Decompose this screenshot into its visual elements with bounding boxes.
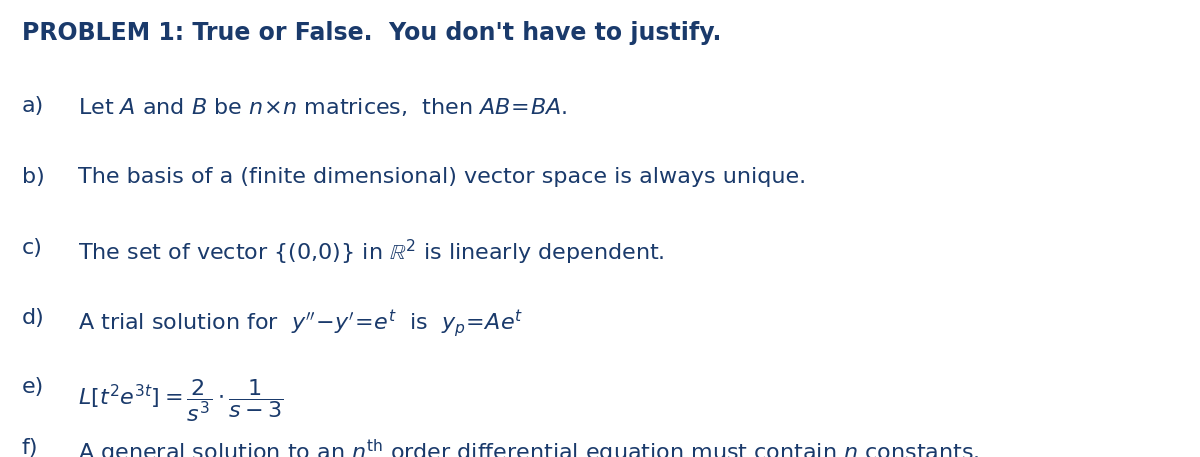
Text: f): f) [22,438,38,457]
Text: b): b) [22,167,44,187]
Text: A trial solution for  $y''\!-\!y'\!=\!e^t$  is  $y_p\!=\!Ae^t$: A trial solution for $y''\!-\!y'\!=\!e^t… [78,308,523,340]
Text: $L[t^2e^{3t}]=\dfrac{2}{s^3}\cdot\dfrac{1}{s-3}$: $L[t^2e^{3t}]=\dfrac{2}{s^3}\cdot\dfrac{… [78,377,283,424]
Text: e): e) [22,377,44,397]
Text: d): d) [22,308,44,329]
Text: The set of vector {(0,0)} in $\mathbb{R}^2$ is linearly dependent.: The set of vector {(0,0)} in $\mathbb{R}… [78,238,665,267]
Text: Let $\mathit{A}$ and $\mathit{B}$ be $\mathit{n}\!\times\!\mathit{n}$ matrices, : Let $\mathit{A}$ and $\mathit{B}$ be $\m… [78,96,568,118]
Text: The basis of a (finite dimensional) vector space is always unique.: The basis of a (finite dimensional) vect… [78,167,806,187]
Text: a): a) [22,96,44,116]
Text: PROBLEM 1: True or False.  You don't have to justify.: PROBLEM 1: True or False. You don't have… [22,21,721,45]
Text: A general solution to an $n^{\mathrm{th}}$ order differential equation must cont: A general solution to an $n^{\mathrm{th}… [78,438,979,457]
Text: c): c) [22,238,42,258]
